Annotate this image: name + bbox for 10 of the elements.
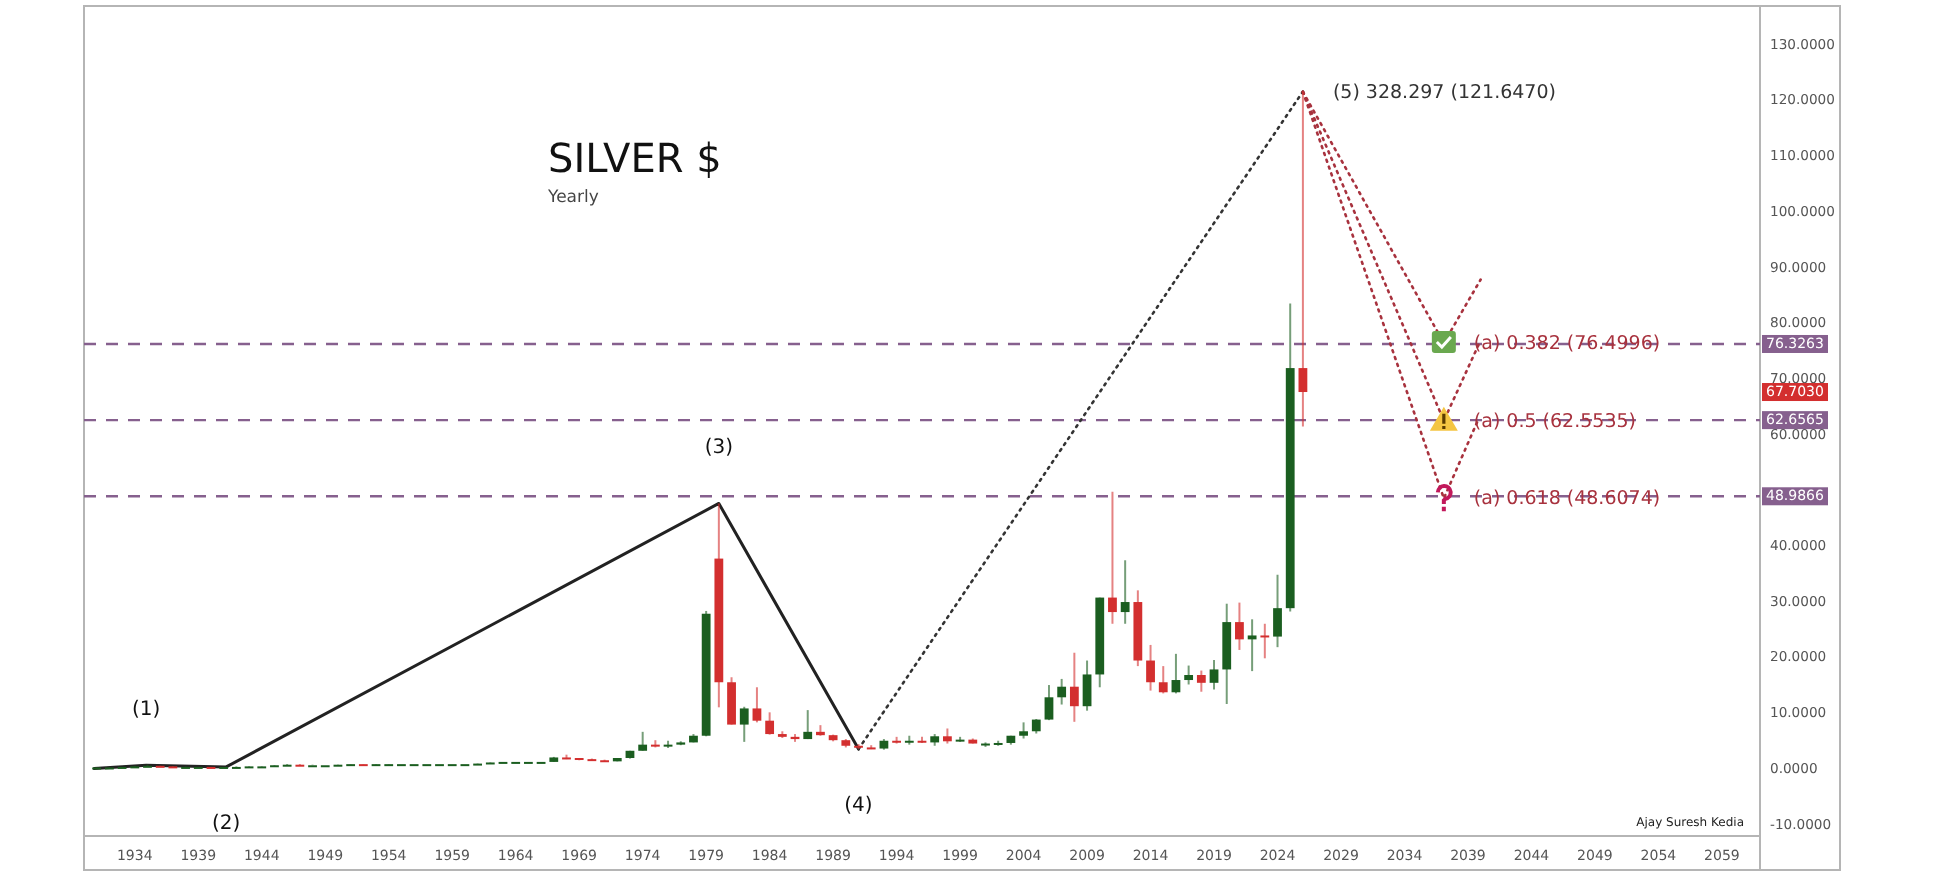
annotation: (4) [844, 794, 873, 817]
data-label: (5) 328.297 (121.6470) [1332, 80, 1556, 103]
data-label: (a) 0.618 (48.6074) [1473, 487, 1661, 510]
annotation: (1) [132, 698, 161, 721]
annotation: (2) [212, 812, 241, 835]
data-label: (a) 0.382 (76.4996) [1473, 332, 1661, 355]
text: SILVER $ [548, 134, 722, 182]
text: Yearly [546, 188, 599, 208]
data-label: (a) 0.5 (62.5535) [1473, 409, 1637, 432]
annotation: (3) [704, 436, 734, 459]
